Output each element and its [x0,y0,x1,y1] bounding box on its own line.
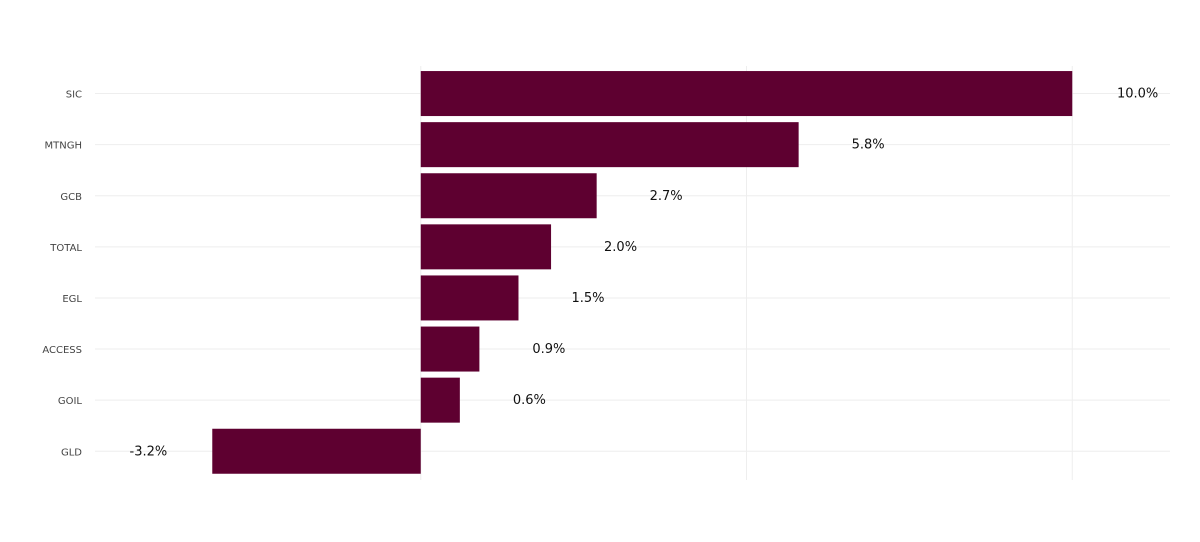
bar-total [420,224,552,270]
value-label-goil: 0.6% [513,393,546,408]
bars [212,71,1073,474]
category-label-access: ACCESS [42,345,82,356]
value-labels: 10.0% 5.8% 2.7% 2.0% 1.5% 0.9% 0.6% -3.2% [130,87,1159,460]
category-label-sic: SIC [66,90,82,101]
bar-goil [420,377,460,423]
bar-access [420,326,480,372]
category-label-gld: GLD [61,447,82,458]
bar-sic [420,71,1073,117]
bar-gcb [420,173,597,219]
bar-gld [212,428,421,474]
value-label-total: 2.0% [604,240,637,255]
category-label-mtngh: MTNGH [45,141,83,152]
category-label-egl: EGL [62,294,82,305]
value-label-gcb: 2.7% [650,189,683,204]
value-label-mtngh: 5.8% [852,138,885,153]
category-label-goil: GOIL [58,396,83,407]
category-labels: SIC MTNGH GCB TOTAL EGL ACCESS GOIL GLD [42,90,82,459]
value-label-gld: -3.2% [130,444,168,459]
value-label-sic: 10.0% [1117,87,1158,102]
bar-egl [420,275,519,321]
category-label-total: TOTAL [49,243,82,254]
value-label-egl: 1.5% [571,291,604,306]
bar-mtngh [420,122,799,168]
value-label-access: 0.9% [532,342,565,357]
category-label-gcb: GCB [60,192,82,203]
